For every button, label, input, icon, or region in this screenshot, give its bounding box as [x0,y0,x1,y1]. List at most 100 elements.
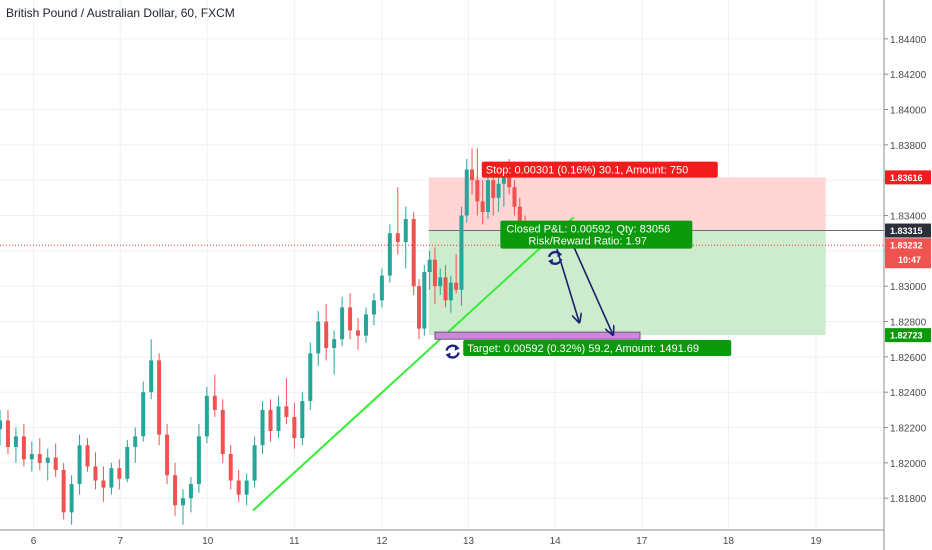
time-tick-label: 19 [810,536,822,547]
candle-body [188,484,193,499]
cycle-icon [445,344,460,359]
price-tick-label: 1.82200 [890,424,927,435]
candle-body [61,469,66,513]
position-labels: Stop: 0.00301 (0.16%) 30.1, Amount: 750 C… [463,161,732,357]
candle-body [252,445,257,481]
target-price-tag: 1.82723 [890,331,923,341]
target-label-bg [463,340,732,357]
candle-body [438,277,443,287]
cycle-head-bottom [445,352,451,359]
target-bar [434,331,641,340]
candle-body [117,468,122,479]
price-tick-label: 1.83000 [890,282,927,293]
target-label-text: Target: 0.00592 (0.32%) 59.2, Amount: 14… [467,343,699,355]
candle-body [491,180,496,198]
candle-body [157,360,162,435]
cycle-head-top [454,344,460,351]
closed-pnl-text: Closed P&L: 0.00592, Qty: 83056 [506,224,670,236]
candle-body [93,466,98,481]
candle-body [53,457,58,470]
position-zones [428,177,826,336]
candle-body [432,259,437,287]
current-price-tag-bg [885,238,931,269]
candle-body [260,409,265,446]
time-tick-label: 7 [117,536,123,547]
candle-body [480,201,485,212]
time-tick-label: 12 [376,536,388,547]
current-price-tag: 1.83232 [890,241,923,251]
candle-body [454,282,459,290]
candle-body [348,307,353,331]
stop-label: Stop: 0.00301 (0.16%) 30.1, Amount: 750 [481,161,718,178]
candle-body [284,406,289,417]
risk-reward-text: Risk/Reward Ratio: 1.97 [528,236,647,248]
candle-body [475,180,480,202]
candle-body [180,498,185,506]
candle-body [427,259,432,273]
candle-body [356,330,361,336]
candle-body [13,436,18,447]
candle-body [85,445,90,467]
candle-body [101,480,106,488]
stop-label-text: Stop: 0.00301 (0.16%) 30.1, Amount: 750 [486,165,688,177]
price-tick-label: 1.83400 [890,212,927,223]
cycle-head-bottom [548,258,554,265]
candle-body [37,454,42,463]
candle-body [69,484,74,513]
cycle-head-top [557,250,563,257]
candle-body [464,169,469,216]
price-tick-label: 1.84400 [890,35,927,46]
price-tick-label: 1.82600 [890,353,927,364]
candle-body [443,277,448,301]
chart-title: British Pound / Australian Dollar, 60, F… [6,6,235,20]
target-price-tag-bg [885,328,931,343]
price-tick-label: 1.84000 [890,106,927,117]
candle-body [45,457,50,463]
candle-body [204,395,209,437]
candle-body [459,215,464,290]
time-tick-label: 10 [202,536,214,547]
candle-body [21,436,26,460]
candle-body [371,300,376,315]
candle-body [411,219,416,287]
candle-body [507,171,512,188]
price-tick-label: 1.84200 [890,70,927,81]
time-tick-label: 11 [289,536,300,547]
closed-pnl-bg [500,220,693,249]
candle-body [220,409,225,455]
candle-body [173,475,178,506]
candle-body [470,169,475,181]
candle-body [141,392,146,437]
projection-arrow [568,236,612,334]
stop-label-bg [481,161,718,178]
candle-body [395,233,400,243]
countdown-tag: 10:47 [898,255,921,265]
candle-body [308,353,313,402]
candle-body [196,436,201,485]
candle-body [149,360,154,393]
candle-body [165,434,170,476]
candle-body [496,183,501,198]
price-tick-label: 1.82000 [890,459,927,470]
time-axis: 6 7 10 11 12 13 14 17 18 19 [0,529,884,547]
closed-pnl-label: Closed P&L: 0.00592, Qty: 83056Risk/Rewa… [500,220,693,249]
candle-body [403,219,408,243]
candles [0,148,528,525]
candle-body [324,321,329,349]
price-tick-label: 1.83800 [890,141,927,152]
candle-body [268,409,273,432]
candle-body [485,180,490,212]
target-label: Target: 0.00592 (0.32%) 59.2, Amount: 14… [463,340,732,357]
candle-body [276,406,281,432]
candle-body [363,314,368,336]
candle-body [292,416,297,439]
candle-body [29,454,34,460]
price-tick-label: 1.82400 [890,388,927,399]
candle-body [236,480,241,495]
candle-body [77,445,82,485]
candle-body [0,420,2,430]
time-tick-label: 14 [550,536,562,547]
drawings [252,216,641,512]
